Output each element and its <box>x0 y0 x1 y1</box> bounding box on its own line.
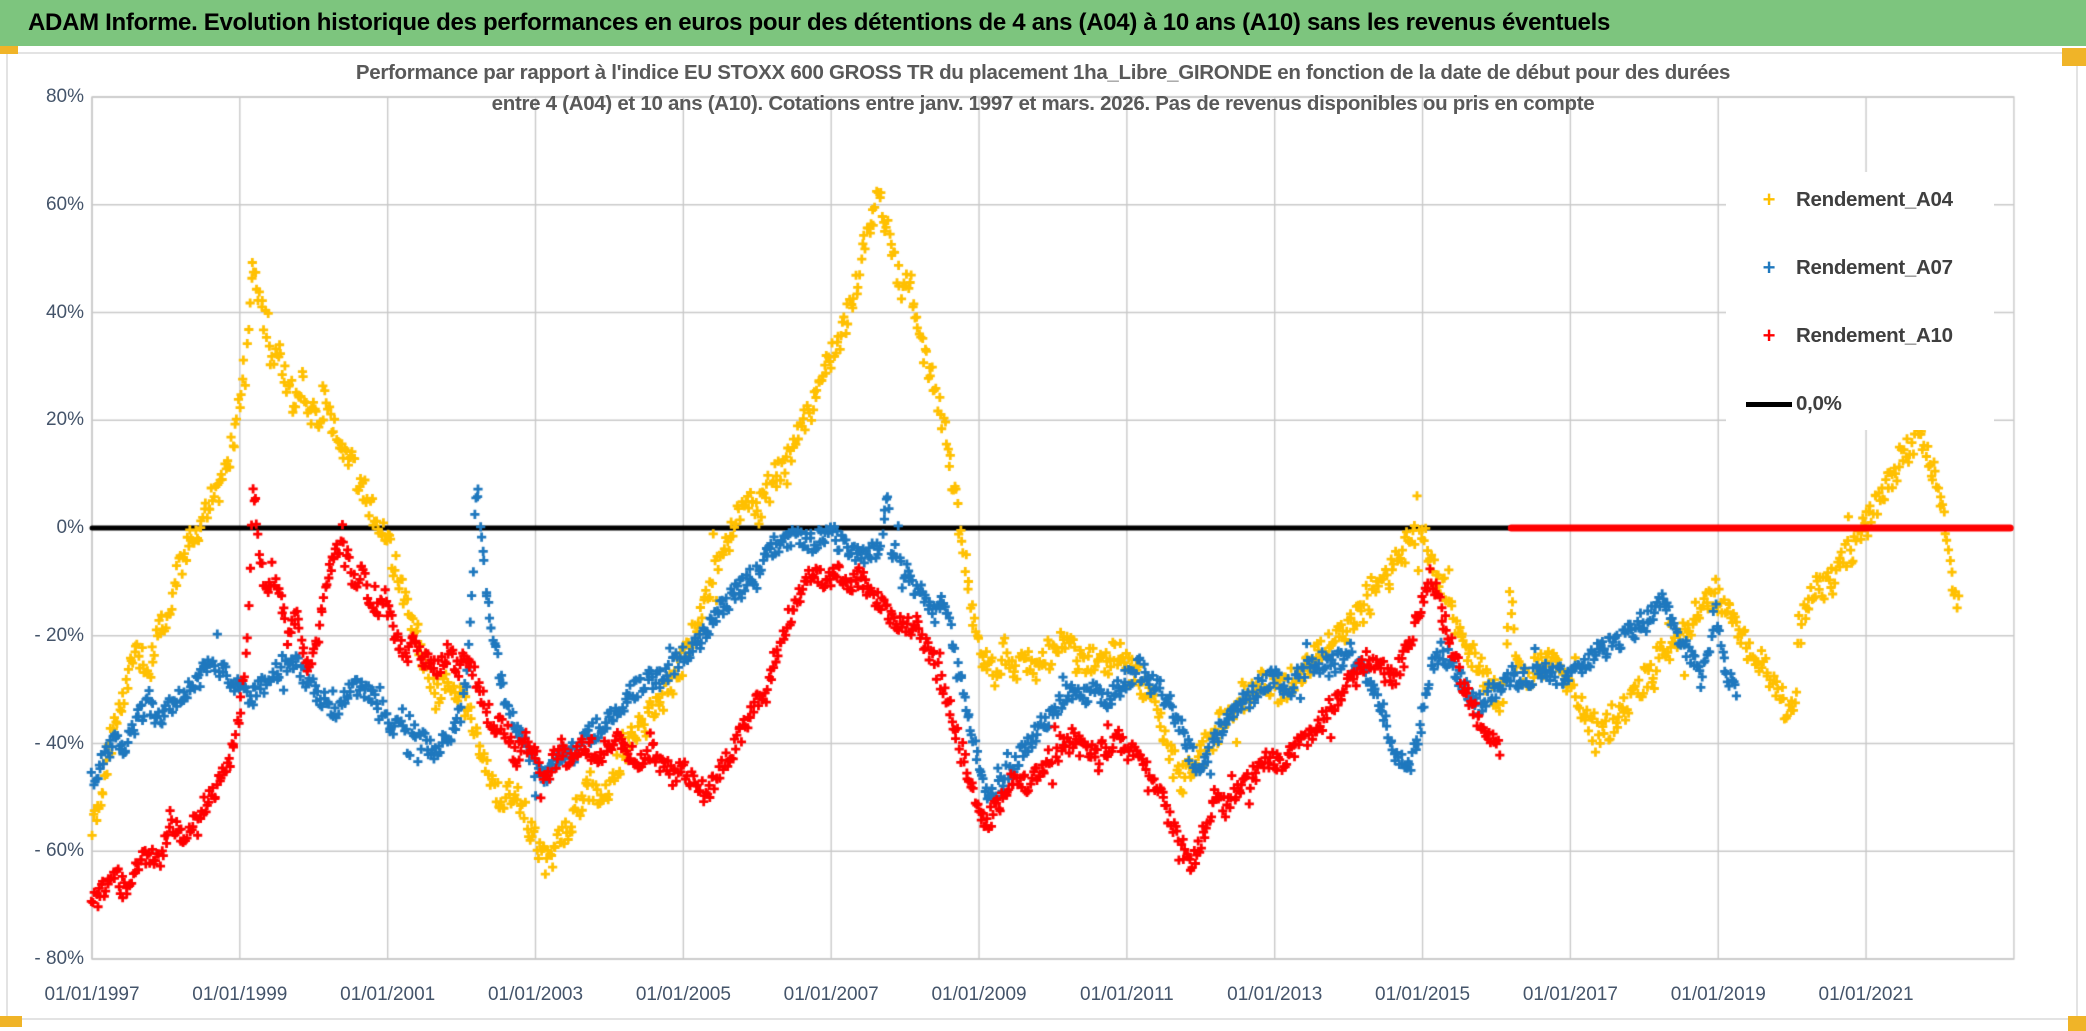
chart-title-line2: entre 4 (A04) et 10 ans (A10). Cotations… <box>491 92 1595 115</box>
legend-item-rendement-a04: + Rendement_A04 <box>1746 180 1994 220</box>
legend-label: 0,0% <box>1796 392 1842 415</box>
legend-label: Rendement_A07 <box>1796 256 1953 279</box>
gold-corner-bottom-right <box>2068 1016 2086 1031</box>
plus-marker-icon: + <box>1762 255 1776 280</box>
plus-marker-icon: + <box>1762 323 1776 348</box>
zero-line-swatch-icon <box>1746 401 1792 407</box>
legend-label: Rendement_A10 <box>1796 324 1953 347</box>
legend-item-rendement-a07: + Rendement_A07 <box>1746 248 1994 288</box>
page-title: ADAM Informe. Evolution historique des p… <box>28 9 1611 36</box>
chart-legend: + Rendement_A04 + Rendement_A07 + Rendem… <box>1726 172 1994 430</box>
legend-item-zero-line: 0,0% <box>1746 384 1994 424</box>
gold-corner-top-left <box>0 46 18 54</box>
chart-title-line1: Performance par rapport à l'indice EU ST… <box>355 61 1731 84</box>
legend-label: Rendement_A04 <box>1796 188 1953 211</box>
legend-item-rendement-a10: + Rendement_A10 <box>1746 316 1994 356</box>
plus-marker-icon: + <box>1762 187 1776 212</box>
title-bar: ADAM Informe. Evolution historique des p… <box>0 0 2086 46</box>
chart-title: Performance par rapport à l'indice EU ST… <box>143 57 1943 119</box>
gold-corner-bottom-left <box>0 1016 22 1027</box>
gold-corner-top-right <box>2062 48 2086 66</box>
